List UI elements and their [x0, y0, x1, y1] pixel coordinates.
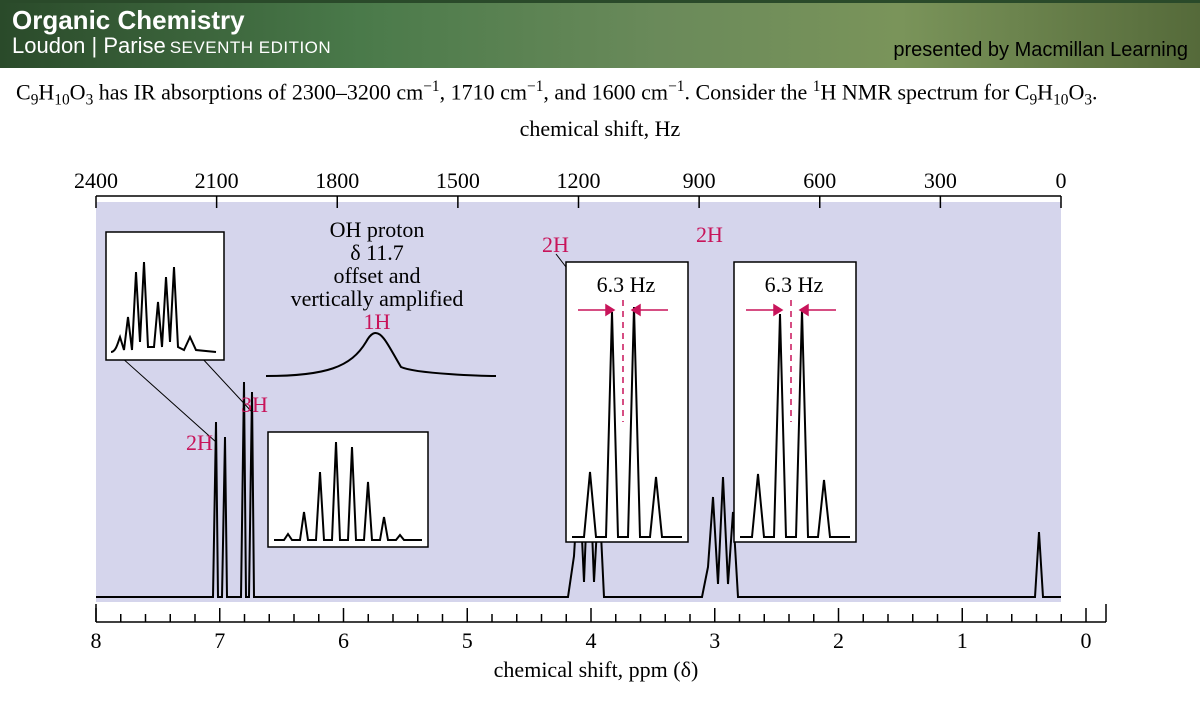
- top-tick-label: 1800: [315, 168, 359, 193]
- formula-h: H: [38, 79, 54, 104]
- top-tick-label: 1500: [436, 168, 480, 193]
- bottom-tick-label: 5: [462, 628, 473, 653]
- problem-statement: C9H10O3 has IR absorptions of 2300–3200 …: [0, 68, 1200, 116]
- q-text-c: , and 1600 cm: [543, 79, 668, 104]
- nmr-spectrum-svg: 2400 2100 1800 1500 1200 900 600 300 0 8 7 6 5 4 3 2 1 0…: [66, 142, 1134, 682]
- formula-h-sub: 10: [54, 92, 69, 109]
- top-tick-label: 2100: [195, 168, 239, 193]
- oh-line4: vertically amplified: [291, 286, 464, 311]
- formula2-o: O: [1068, 79, 1084, 104]
- top-tick-label: 600: [803, 168, 836, 193]
- bottom-tick-label: 4: [586, 628, 597, 653]
- integration-3h-left: 3H: [241, 392, 268, 417]
- q-text-d: . Consider the: [684, 79, 812, 104]
- bottom-axis-ticks: 8 7 6 5 4 3 2 1 0: [91, 604, 1107, 653]
- bottom-tick-label: 0: [1081, 628, 1092, 653]
- top-tick-label: 900: [683, 168, 716, 193]
- publisher-credit: presented by Macmillan Learning: [893, 39, 1188, 62]
- top-tick-label: 0: [1056, 168, 1067, 193]
- q-text-e: H NMR spectrum for C: [820, 79, 1029, 104]
- q-text-f: .: [1092, 79, 1098, 104]
- top-tick-label: 2400: [74, 168, 118, 193]
- q-text-b: , 1710 cm: [440, 79, 527, 104]
- q-sup3: −1: [668, 78, 684, 95]
- top-tick-label: 1200: [557, 168, 601, 193]
- bottom-tick-label: 3: [709, 628, 720, 653]
- oh-line2: δ 11.7: [350, 240, 404, 265]
- edition: SEVENTH EDITION: [170, 38, 331, 57]
- q-sup1: −1: [423, 78, 439, 95]
- top-tick-label: 300: [924, 168, 957, 193]
- authors: Loudon | Parise: [12, 33, 166, 58]
- formula2-o-sub: 3: [1084, 92, 1092, 109]
- bottom-tick-label: 2: [833, 628, 844, 653]
- bottom-tick-label: 7: [214, 628, 225, 653]
- formula2-h: H: [1037, 79, 1053, 104]
- q-text-a: has IR absorptions of 2300–3200 cm: [93, 79, 423, 104]
- oh-line5: 1H: [364, 309, 391, 334]
- oh-line3: offset and: [334, 263, 421, 288]
- bottom-tick-label: 1: [957, 628, 968, 653]
- inset-quartet-left: [566, 262, 688, 542]
- bottom-tick-label: 6: [338, 628, 349, 653]
- integration-2h-mid: 2H: [542, 232, 569, 257]
- book-title: Organic Chemistry: [12, 7, 1188, 33]
- bottom-axis-title: chemical shift, ppm (δ): [494, 657, 699, 682]
- hz-label-right: 6.3 Hz: [765, 272, 824, 297]
- bottom-tick-label: 8: [91, 628, 102, 653]
- integration-2h-left: 2H: [186, 430, 213, 455]
- q-sup2: −1: [527, 78, 543, 95]
- integration-2h-right: 2H: [696, 222, 723, 247]
- top-axis-title: chemical shift, Hz: [66, 116, 1134, 142]
- textbook-header: Organic Chemistry Loudon | Parise SEVENT…: [0, 0, 1200, 68]
- inset-quartet-right: [734, 262, 856, 542]
- formula-o: O: [70, 79, 86, 104]
- oh-line1: OH proton: [330, 217, 425, 242]
- hz-label-left: 6.3 Hz: [597, 272, 656, 297]
- formula2-h-sub: 10: [1053, 92, 1068, 109]
- nmr-figure: chemical shift, Hz 240021001800150012009…: [66, 116, 1134, 686]
- formula-c: C: [16, 79, 31, 104]
